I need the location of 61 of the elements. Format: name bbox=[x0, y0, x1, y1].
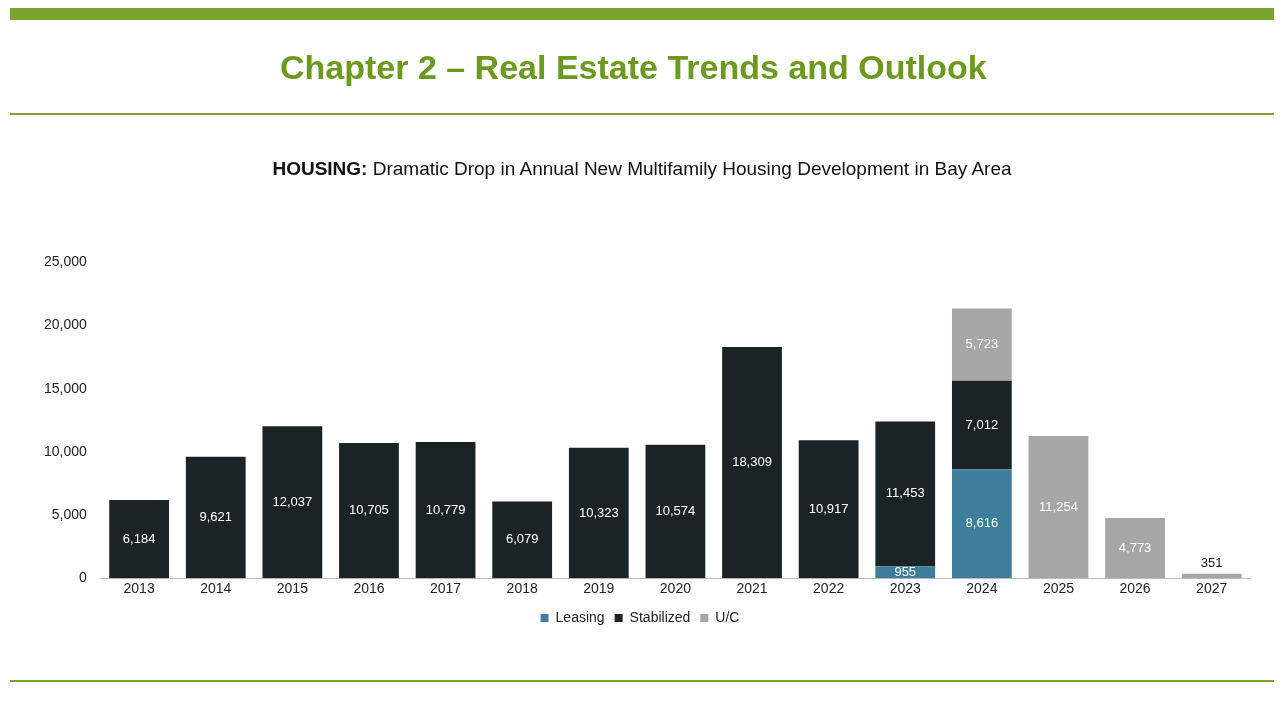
bar bbox=[415, 442, 476, 579]
x-tick-label: 2018 bbox=[506, 580, 538, 597]
bar bbox=[262, 426, 323, 579]
y-tick-label: 0 bbox=[79, 569, 88, 586]
data-label: 8,616 bbox=[965, 515, 999, 531]
data-label: 12,037 bbox=[272, 493, 313, 509]
y-tick-label: 25,000 bbox=[43, 253, 88, 270]
legend-label: U/C bbox=[715, 608, 740, 625]
data-label: 6,079 bbox=[505, 531, 539, 547]
bar bbox=[951, 469, 1012, 579]
y-tick-label: 20,000 bbox=[43, 316, 88, 333]
data-label: 9,621 bbox=[199, 509, 233, 525]
data-label: 10,917 bbox=[808, 500, 849, 516]
data-label: 10,705 bbox=[349, 502, 389, 518]
x-tick-label: 2016 bbox=[353, 580, 385, 597]
data-label: 6,184 bbox=[122, 530, 156, 546]
x-tick-label: 2023 bbox=[889, 580, 922, 597]
bar bbox=[109, 500, 170, 579]
legend-label: Leasing bbox=[555, 608, 605, 625]
data-label: 11,453 bbox=[885, 485, 925, 501]
x-tick-label: 2020 bbox=[659, 580, 692, 597]
bar bbox=[875, 421, 936, 567]
bar bbox=[492, 501, 553, 579]
y-tick-label: 15,000 bbox=[43, 379, 88, 396]
bar bbox=[185, 456, 246, 579]
bar bbox=[722, 346, 782, 579]
data-label: 11,254 bbox=[1039, 498, 1078, 514]
bar bbox=[339, 442, 399, 579]
data-label: 4,773 bbox=[1118, 539, 1152, 555]
chart-title: Chapter 2 – Real Estate Trends and Outlook bbox=[280, 48, 987, 87]
bar bbox=[798, 440, 859, 579]
x-tick-label: 2021 bbox=[736, 580, 768, 597]
legend-label: Stabilized bbox=[629, 608, 691, 625]
x-tick-label: 2019 bbox=[583, 580, 615, 597]
y-tick-label: 10,000 bbox=[43, 442, 88, 459]
data-label: 955 bbox=[894, 563, 917, 579]
data-label: 351 bbox=[1200, 555, 1223, 571]
x-tick-label: 2015 bbox=[276, 580, 309, 597]
data-label: 10,779 bbox=[425, 501, 466, 517]
x-tick-label: 2013 bbox=[123, 580, 155, 597]
bar bbox=[645, 444, 706, 579]
bar bbox=[951, 308, 1012, 381]
data-label: 18,309 bbox=[732, 454, 772, 470]
bar bbox=[1028, 436, 1089, 579]
data-label: 10,323 bbox=[578, 504, 619, 520]
bar bbox=[568, 447, 629, 579]
x-tick-label: 2025 bbox=[1042, 580, 1075, 597]
x-tick-label: 2017 bbox=[430, 580, 462, 597]
y-tick-label: 5,000 bbox=[51, 505, 88, 522]
x-tick-label: 2022 bbox=[813, 580, 845, 597]
chart-subtitle: HOUSING: Dramatic Drop in Annual New Multifamily Housing Development in Bay Area bbox=[271, 158, 1013, 180]
data-label: 5,723 bbox=[965, 336, 999, 352]
x-tick-label: 2026 bbox=[1119, 580, 1151, 597]
data-label: 7,012 bbox=[965, 416, 999, 432]
bar bbox=[951, 380, 1012, 470]
bar bbox=[1105, 517, 1165, 579]
x-tick-label: 2014 bbox=[200, 580, 232, 597]
data-label: 10,574 bbox=[655, 502, 696, 518]
x-tick-label: 2027 bbox=[1196, 580, 1228, 597]
x-tick-label: 2024 bbox=[966, 580, 998, 597]
bar bbox=[1181, 573, 1242, 579]
